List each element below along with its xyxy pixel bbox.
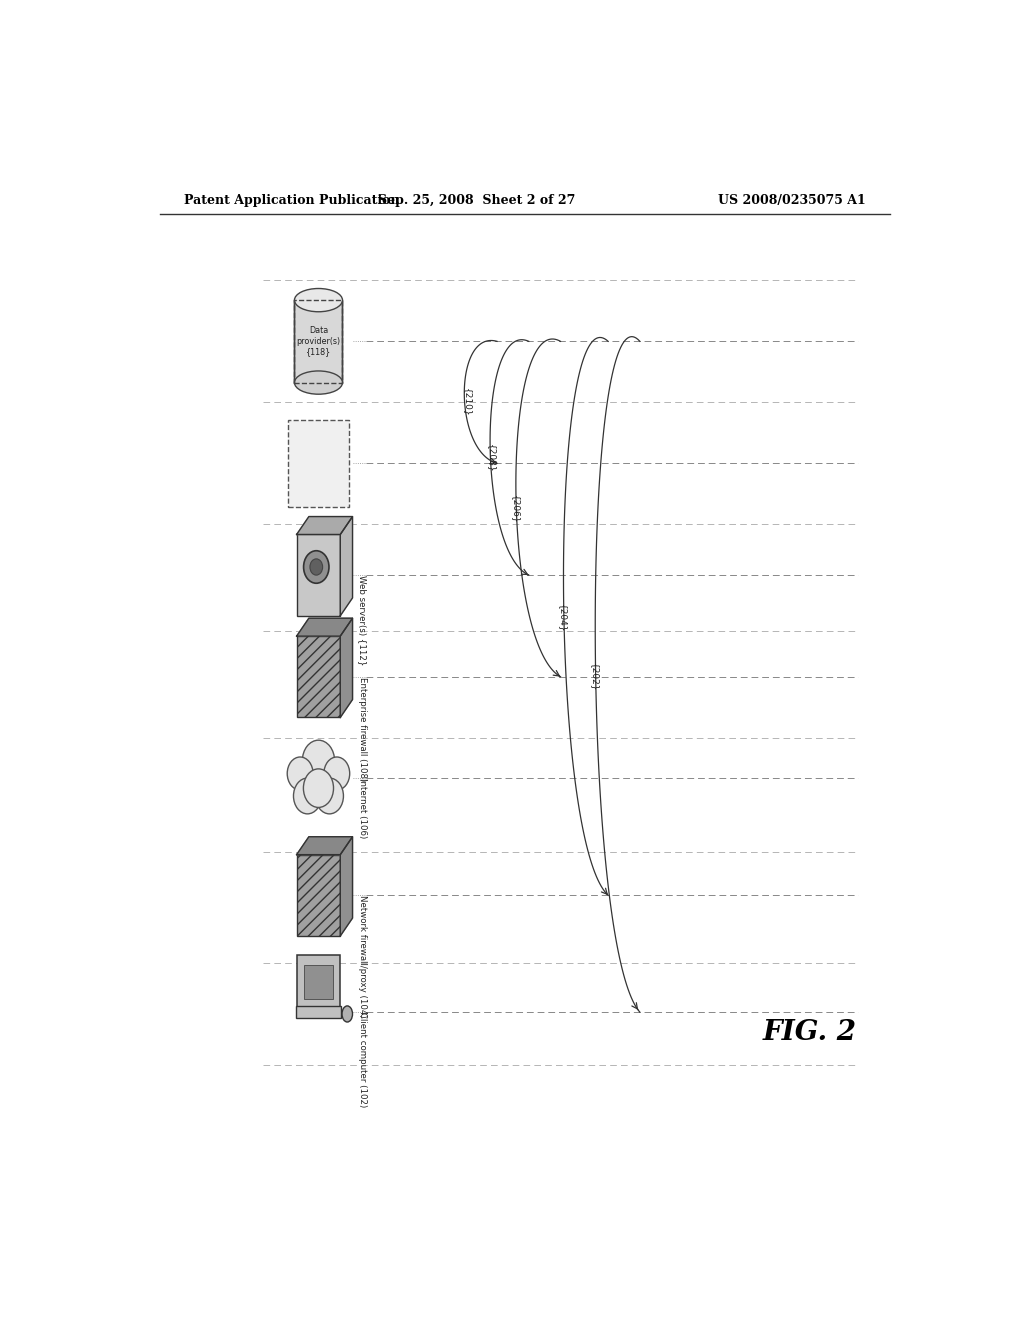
FancyBboxPatch shape bbox=[297, 636, 340, 718]
Text: US 2008/0235075 A1: US 2008/0235075 A1 bbox=[718, 194, 866, 207]
FancyBboxPatch shape bbox=[297, 535, 340, 616]
Polygon shape bbox=[340, 516, 352, 616]
Text: Client computer (102): Client computer (102) bbox=[357, 1012, 367, 1107]
Circle shape bbox=[287, 756, 313, 791]
Circle shape bbox=[315, 777, 343, 814]
Circle shape bbox=[303, 550, 329, 583]
Circle shape bbox=[302, 741, 335, 781]
Polygon shape bbox=[340, 618, 352, 718]
Ellipse shape bbox=[295, 371, 342, 395]
Text: Web server(s) {112}: Web server(s) {112} bbox=[357, 576, 367, 665]
FancyBboxPatch shape bbox=[304, 965, 333, 998]
Text: Internet (106): Internet (106) bbox=[357, 779, 367, 838]
Ellipse shape bbox=[295, 289, 342, 312]
FancyBboxPatch shape bbox=[288, 420, 349, 507]
Polygon shape bbox=[340, 837, 352, 936]
Text: Data servixe
producer(s)
{114}: Data servixe producer(s) {114} bbox=[293, 449, 344, 478]
Text: FIG. 2: FIG. 2 bbox=[763, 1019, 857, 1045]
Polygon shape bbox=[297, 516, 352, 535]
Text: {202}: {202} bbox=[590, 663, 599, 690]
Polygon shape bbox=[297, 618, 352, 636]
Ellipse shape bbox=[342, 1006, 352, 1022]
FancyBboxPatch shape bbox=[296, 1006, 341, 1019]
FancyBboxPatch shape bbox=[297, 956, 340, 1008]
Circle shape bbox=[310, 558, 323, 576]
Text: {206}: {206} bbox=[511, 495, 519, 523]
Circle shape bbox=[324, 756, 350, 791]
Text: Patent Application Publication: Patent Application Publication bbox=[183, 194, 399, 207]
Text: {208}: {208} bbox=[486, 444, 496, 473]
Circle shape bbox=[303, 768, 334, 808]
Text: Sep. 25, 2008  Sheet 2 of 27: Sep. 25, 2008 Sheet 2 of 27 bbox=[379, 194, 575, 207]
Text: Data
provider(s)
{118}: Data provider(s) {118} bbox=[296, 326, 341, 356]
FancyBboxPatch shape bbox=[297, 854, 340, 936]
Text: Enterprise firewall (108): Enterprise firewall (108) bbox=[357, 677, 367, 781]
Polygon shape bbox=[295, 300, 342, 383]
Polygon shape bbox=[297, 837, 352, 854]
Text: {210}: {210} bbox=[463, 388, 472, 417]
Text: {204}: {204} bbox=[558, 605, 567, 632]
Circle shape bbox=[294, 777, 322, 814]
Text: Network firewall/proxy (104): Network firewall/proxy (104) bbox=[357, 895, 367, 1018]
